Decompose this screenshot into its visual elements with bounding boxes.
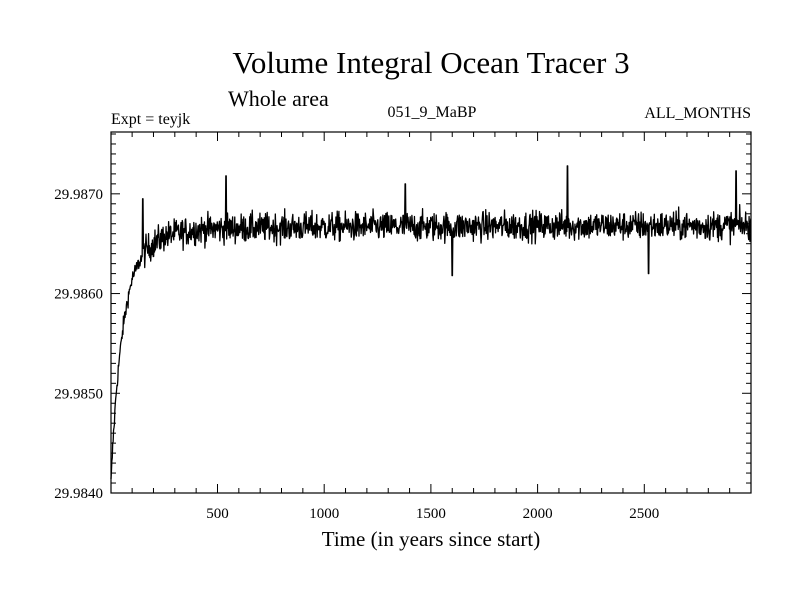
plot-frame: [110, 131, 752, 494]
months-label: ALL_MONTHS: [644, 105, 751, 122]
x-axis-label: Time (in years since start): [322, 527, 541, 551]
x-tick-label: 1000: [309, 506, 339, 522]
experiment-label: Expt = teyjk: [111, 111, 190, 128]
run-label: 051_9_MaBP: [388, 104, 477, 121]
series-group: [110, 165, 752, 480]
chart-title: Volume Integral Ocean Tracer 3: [232, 45, 629, 80]
y-tick-label: 29.9840: [54, 486, 103, 502]
y-tick-label: 29.9860: [54, 287, 103, 303]
x-tick-label: 1500: [416, 506, 446, 522]
axis-ticks: [111, 132, 751, 493]
y-tick-label: 29.9870: [54, 187, 103, 203]
tick-labels: 500 1000 1500 2000 2500 29.9840 29.9850 29.9860…: [54, 187, 659, 522]
chart-subtitle: Whole area: [228, 86, 329, 111]
x-tick-label: 2500: [629, 506, 659, 522]
x-tick-label: 2000: [523, 506, 553, 522]
series-line-tracer-3: [110, 165, 752, 480]
y-tick-label: 29.9850: [54, 386, 103, 402]
x-tick-label: 500: [206, 506, 229, 522]
